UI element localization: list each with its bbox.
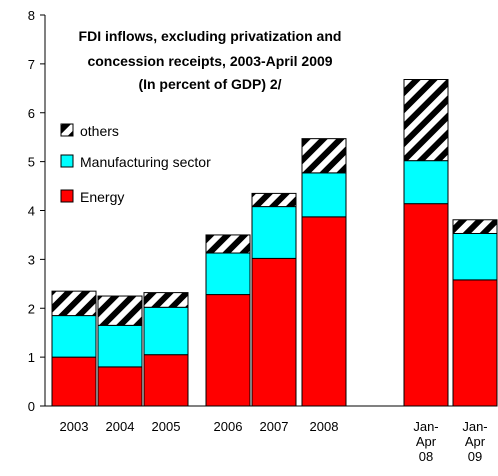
y-tick-label: 6 — [28, 106, 35, 121]
x-tick-label: 2007 — [260, 419, 289, 434]
bar-segment-manufacturing-sector — [452, 232, 498, 281]
y-tick-label: 7 — [28, 57, 35, 72]
y-tick-label: 3 — [28, 252, 35, 267]
y-tick-label: 2 — [28, 301, 35, 316]
bar-segment-others — [205, 234, 251, 254]
bar-segment-manufacturing-sector — [205, 252, 251, 296]
x-tick-label: 2008 — [310, 419, 339, 434]
legend-label: Manufacturing sector — [80, 154, 211, 170]
x-tick-label: 2004 — [106, 419, 135, 434]
bar-segment-energy — [51, 356, 97, 407]
bar-segment-energy — [97, 366, 143, 407]
legend-swatch — [60, 154, 74, 168]
bar-segment-others — [51, 290, 97, 317]
y-tick-label: 0 — [28, 399, 35, 414]
bar-segment-manufacturing-sector — [51, 315, 97, 358]
x-tick-label: 08 — [419, 449, 433, 464]
bar-segment-manufacturing-sector — [403, 160, 449, 205]
bar-segment-manufacturing-sector — [301, 172, 347, 218]
bar-segment-others — [97, 295, 143, 326]
title-line: (In percent of GDP) 2/ — [138, 76, 281, 92]
x-tick-label: 2005 — [152, 419, 181, 434]
title-line: FDI inflows, excluding privatization and — [79, 28, 342, 44]
x-tick-label: 09 — [468, 449, 482, 464]
bar-segment-energy — [205, 294, 251, 407]
y-tick-label: 8 — [28, 8, 35, 23]
bar-segment-energy — [251, 257, 297, 407]
y-tick-label: 5 — [28, 155, 35, 170]
bar-segment-energy — [452, 279, 498, 407]
bar-segment-others — [452, 219, 498, 234]
legend-label: Energy — [80, 189, 124, 205]
title-line: concession receipts, 2003-April 2009 — [87, 53, 332, 69]
y-tick-label: 1 — [28, 350, 35, 365]
x-tick-label: Jan- — [413, 419, 438, 434]
bar-segment-others — [403, 79, 449, 162]
bar-segment-others — [251, 192, 297, 208]
bar-segment-manufacturing-sector — [143, 306, 189, 356]
legend: others Manufacturing sector Energy — [60, 123, 211, 205]
bar-segment-others — [143, 292, 189, 308]
bar-segment-energy — [301, 216, 347, 407]
legend-swatch — [60, 123, 74, 137]
x-tick-label: 2006 — [214, 419, 243, 434]
chart-title: FDI inflows, excluding privatization and… — [79, 28, 342, 92]
x-tick-label: Apr — [465, 434, 486, 449]
legend-label: others — [80, 123, 119, 139]
bar-segment-manufacturing-sector — [251, 206, 297, 259]
legend-swatch — [60, 189, 74, 203]
x-tick-label: Jan- — [462, 419, 487, 434]
bar-segment-others — [301, 138, 347, 174]
bar-segment-energy — [403, 203, 449, 407]
bar-segment-energy — [143, 354, 189, 407]
bar-segment-manufacturing-sector — [97, 324, 143, 368]
y-tick-label: 4 — [28, 204, 35, 219]
x-tick-label: Apr — [416, 434, 437, 449]
x-tick-label: 2003 — [60, 419, 89, 434]
